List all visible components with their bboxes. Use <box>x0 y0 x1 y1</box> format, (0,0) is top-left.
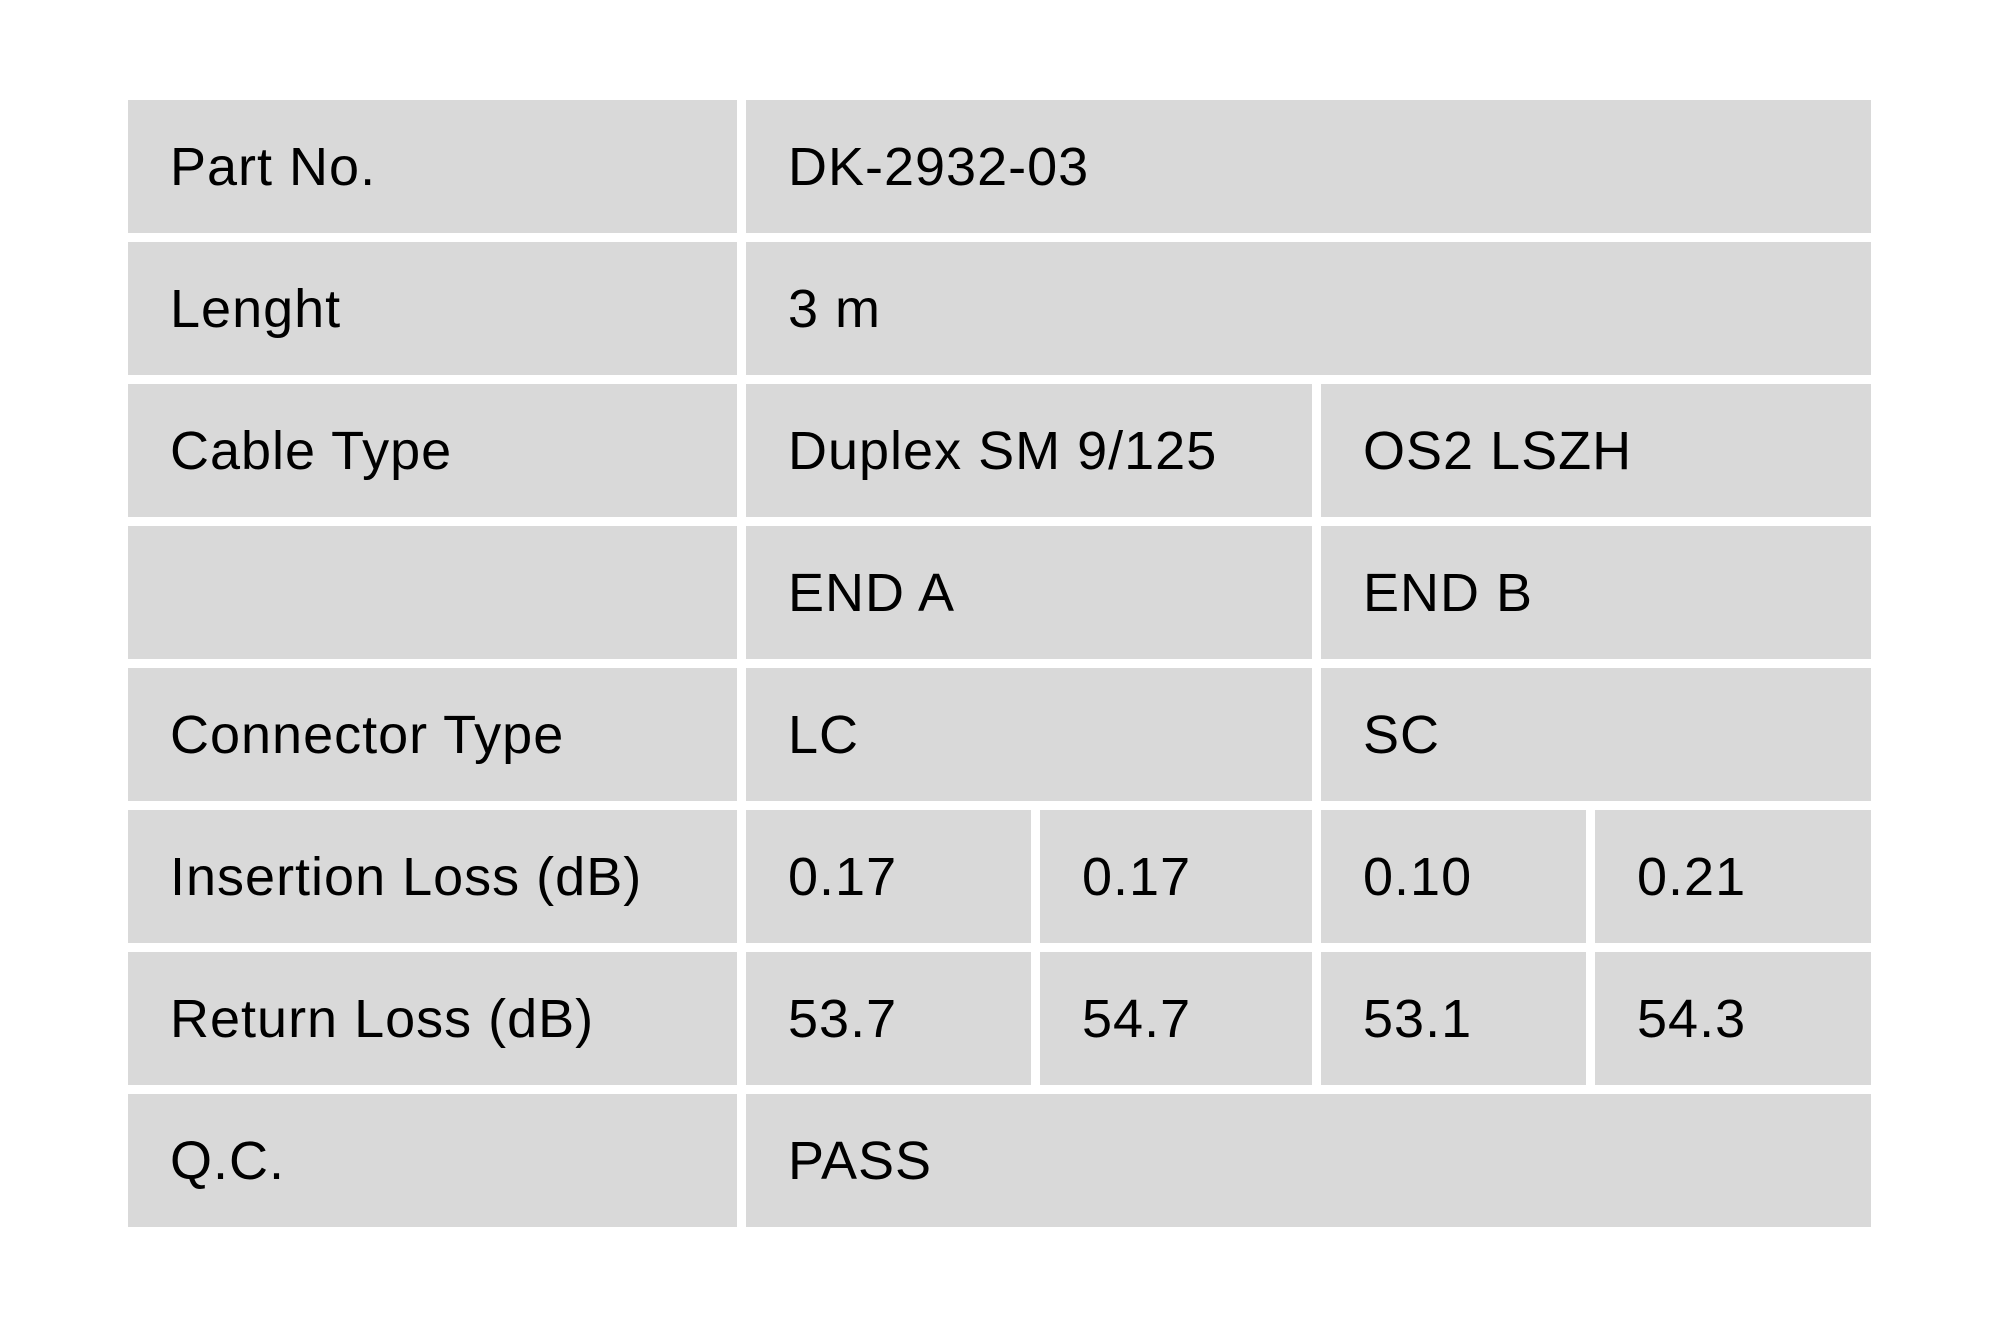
cell-qc-value-1: PASS <box>746 1094 1871 1227</box>
cell-connector-type-label: Connector Type <box>128 668 737 801</box>
spec-table: Part No. DK-2932-03 Lenght 3 m Cable Type Dup… <box>128 100 1871 1227</box>
cell-cable-type-label: Cable Type <box>128 384 737 517</box>
cell-cable-type-value-1: Duplex SM 9/125 <box>746 384 1312 517</box>
cell-return-loss-value-4: 54.3 <box>1595 952 1871 1085</box>
cell-insertion-loss-value-4: 0.21 <box>1595 810 1871 943</box>
cell-end-header-value-1: END A <box>746 526 1312 659</box>
cell-end-header-label <box>128 526 737 659</box>
cell-return-loss-value-2: 54.7 <box>1040 952 1312 1085</box>
cell-qc-label: Q.C. <box>128 1094 737 1227</box>
cell-return-loss-value-1: 53.7 <box>746 952 1031 1085</box>
cell-insertion-loss-value-3: 0.10 <box>1321 810 1586 943</box>
cell-length-value-1: 3 m <box>746 242 1871 375</box>
cell-return-loss-label: Return Loss (dB) <box>128 952 737 1085</box>
cell-insertion-loss-label: Insertion Loss (dB) <box>128 810 737 943</box>
cell-length-label: Lenght <box>128 242 737 375</box>
cell-part-no-label: Part No. <box>128 100 737 233</box>
cell-cable-type-value-2: OS2 LSZH <box>1321 384 1871 517</box>
cell-part-no-value-1: DK-2932-03 <box>746 100 1871 233</box>
cell-connector-type-value-2: SC <box>1321 668 1871 801</box>
cell-insertion-loss-value-2: 0.17 <box>1040 810 1312 943</box>
cell-end-header-value-2: END B <box>1321 526 1871 659</box>
cell-return-loss-value-3: 53.1 <box>1321 952 1586 1085</box>
cell-insertion-loss-value-1: 0.17 <box>746 810 1031 943</box>
cell-connector-type-value-1: LC <box>746 668 1312 801</box>
